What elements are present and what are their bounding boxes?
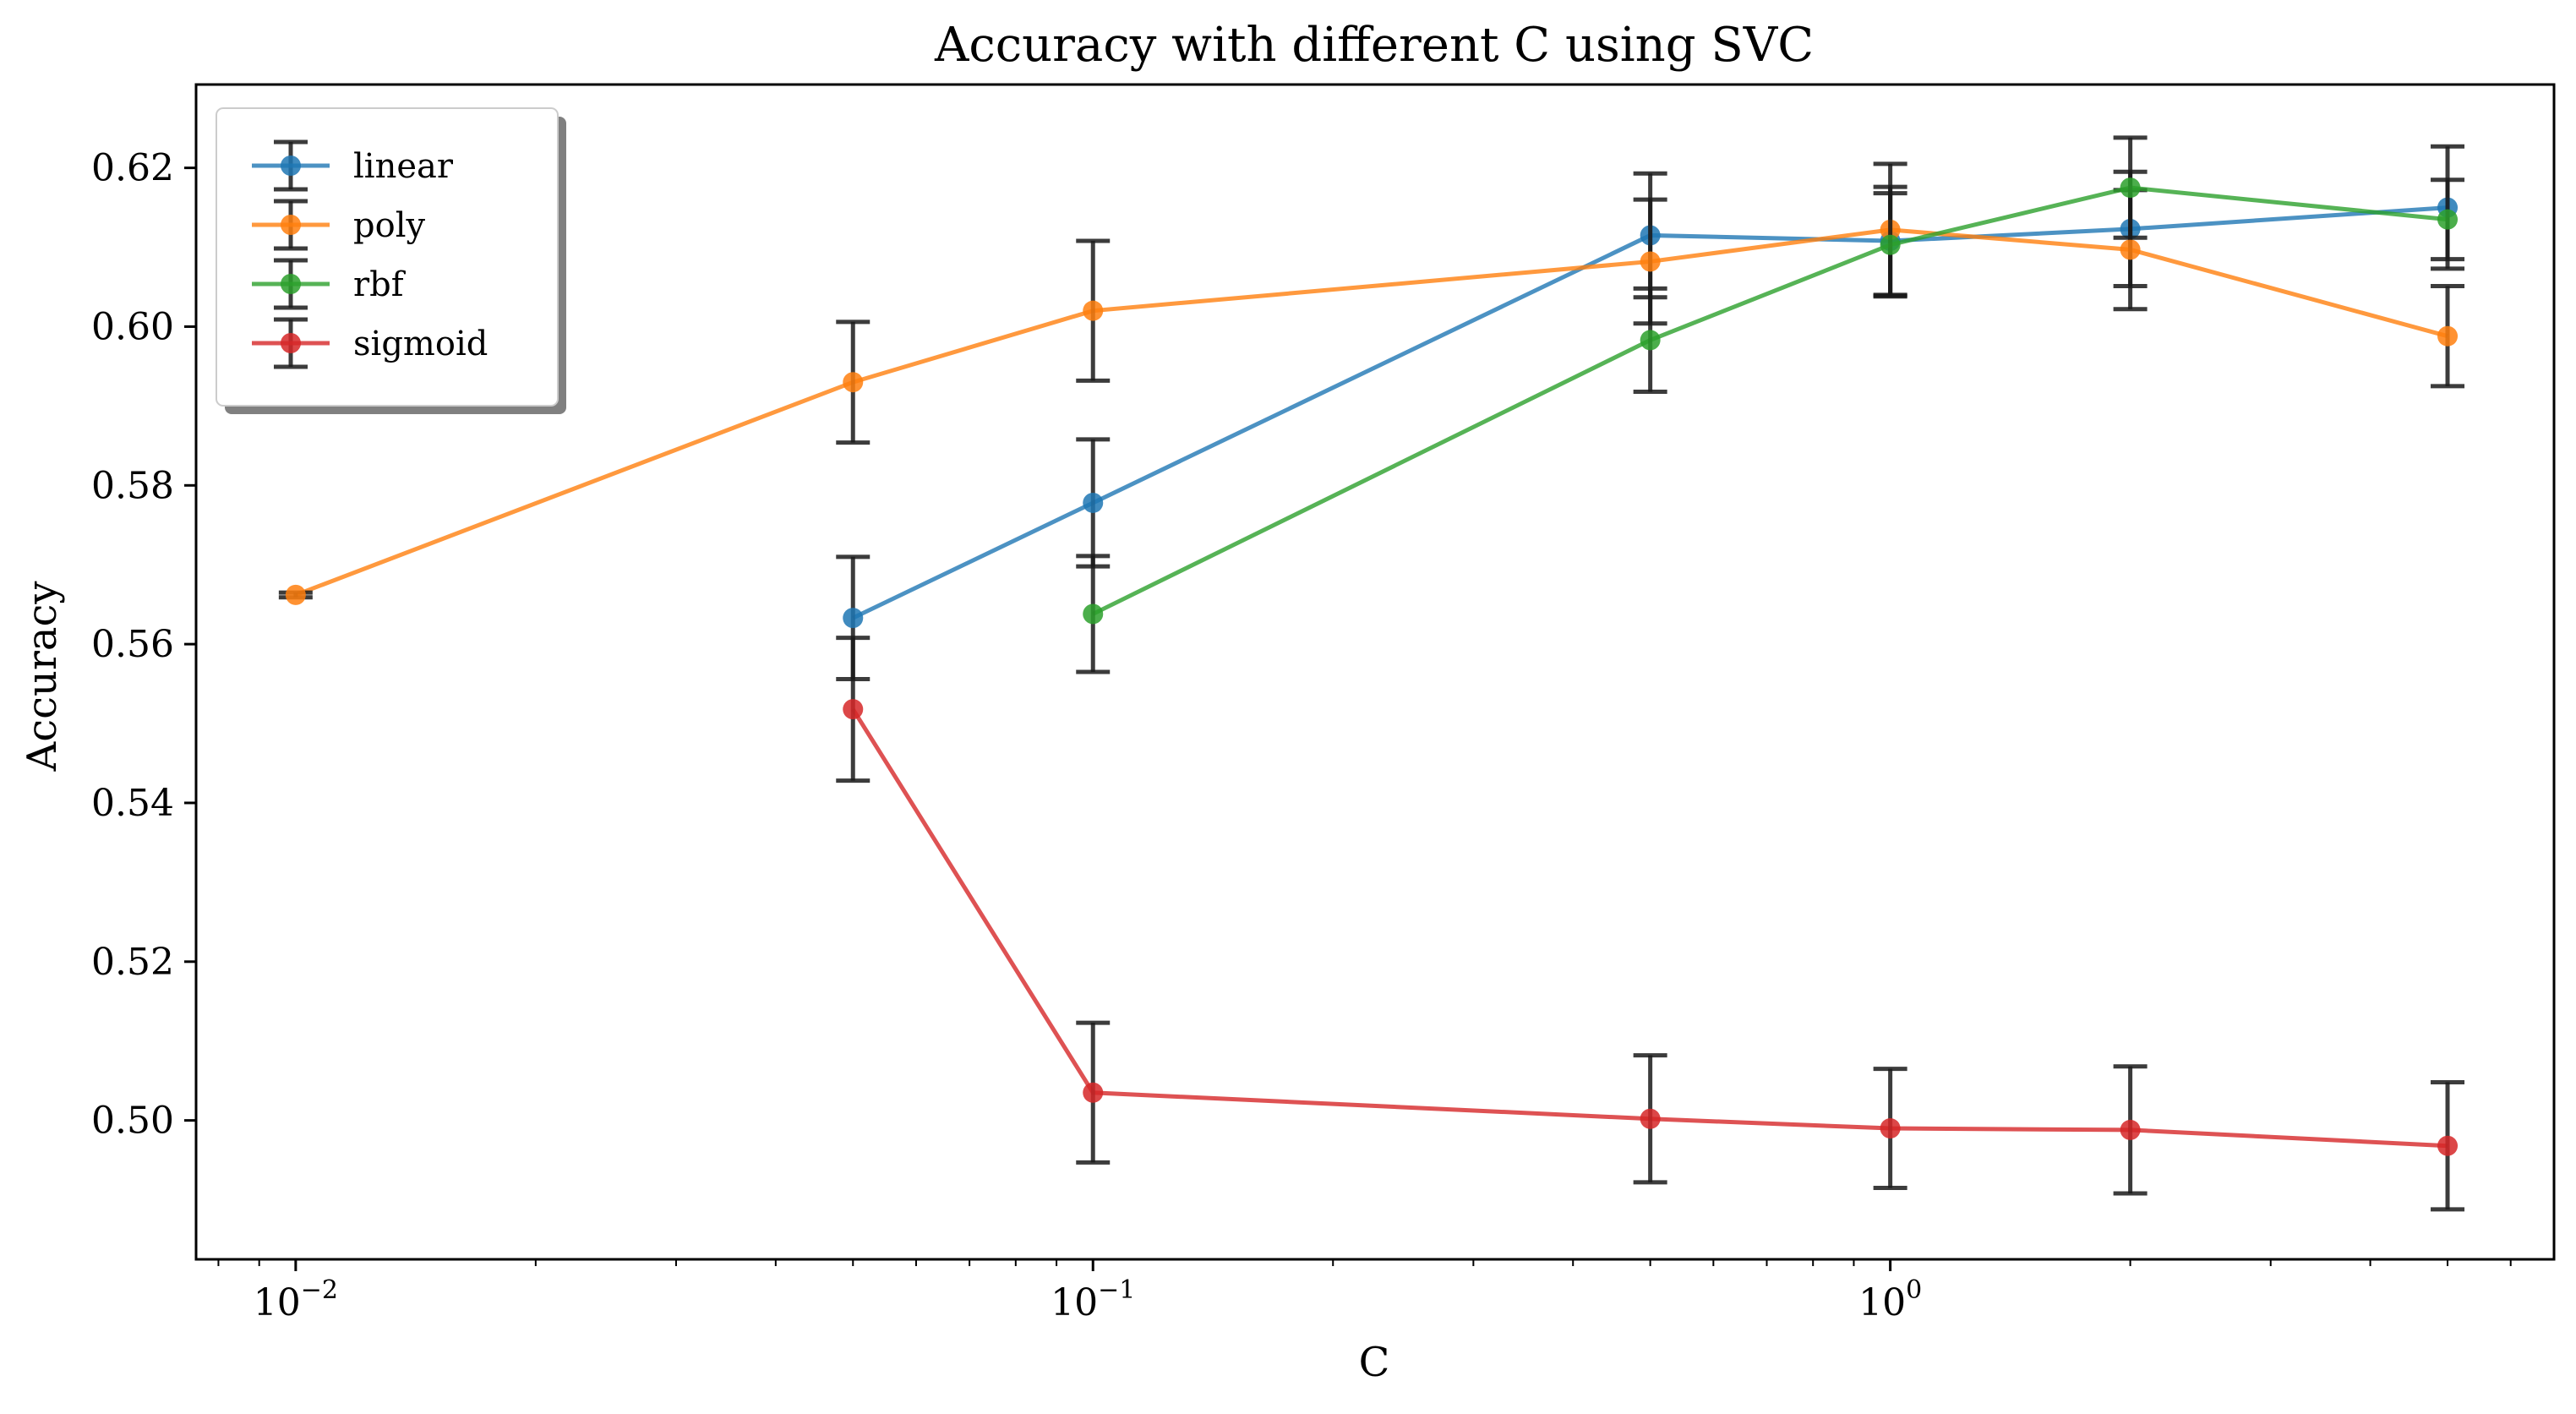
y-tick-label: 0.58 <box>91 464 174 507</box>
data-point <box>1640 251 1661 272</box>
data-point <box>2437 325 2459 347</box>
y-tick-label: 0.60 <box>91 305 174 348</box>
series-sigmoid <box>836 636 2465 1212</box>
data-point <box>1880 234 1901 255</box>
data-point <box>843 699 864 720</box>
data-point <box>1640 330 1661 351</box>
data-point <box>1880 1118 1901 1139</box>
x-tick-base: 10 <box>1051 1281 1098 1324</box>
legend-marker <box>281 333 301 353</box>
legend-label: sigmoid <box>353 325 488 363</box>
legend-item-poly: poly <box>252 199 425 251</box>
legend-item-sigmoid: sigmoid <box>252 317 488 369</box>
data-point <box>1083 603 1104 625</box>
chart-title: Accuracy with different C using SVC <box>934 18 1814 73</box>
x-tick-exponent: −1 <box>1098 1275 1135 1305</box>
legend-marker <box>281 215 301 235</box>
data-point <box>1083 492 1104 513</box>
series-line <box>852 205 2448 620</box>
legend-marker <box>281 274 301 294</box>
x-tick-label: 100 <box>1858 1275 1922 1324</box>
data-point <box>2437 209 2459 230</box>
data-point <box>2120 177 2141 199</box>
legend-item-rbf: rbf <box>252 258 407 310</box>
data-point <box>285 584 306 605</box>
legend-label: rbf <box>353 265 407 304</box>
legend-marker <box>281 156 301 176</box>
legend-label: linear <box>353 147 454 186</box>
data-point <box>2120 239 2141 260</box>
x-tick-exponent: 0 <box>1906 1275 1922 1305</box>
legend-label: poly <box>353 206 425 245</box>
series-line <box>851 707 2448 1149</box>
data-point <box>1083 300 1104 321</box>
y-tick-label: 0.50 <box>91 1100 174 1143</box>
y-axis-label: Accuracy <box>19 581 66 773</box>
y-tick-label: 0.62 <box>91 147 174 190</box>
y-tick-label: 0.54 <box>91 782 174 825</box>
y-tick-label: 0.52 <box>91 941 174 984</box>
data-point <box>1083 1082 1104 1103</box>
legend: linear poly rbf sigmoid <box>216 107 566 414</box>
x-tick-label: 10−2 <box>254 1275 338 1324</box>
x-axis-label: C <box>1359 1339 1390 1386</box>
data-point <box>2437 1135 2459 1156</box>
y-tick-label: 0.56 <box>91 623 174 666</box>
legend-box <box>216 107 559 407</box>
series-rbf <box>1076 135 2465 674</box>
data-point <box>843 372 864 393</box>
x-tick-base: 10 <box>1858 1281 1906 1324</box>
data-point <box>2120 1119 2141 1140</box>
plot-area-frame <box>194 83 2556 1261</box>
data-point <box>843 608 864 629</box>
plot-marks <box>278 135 2465 1212</box>
legend-item-linear: linear <box>252 139 454 192</box>
data-point <box>1640 1108 1661 1129</box>
x-tick-label: 10−1 <box>1051 1275 1135 1324</box>
x-tick-exponent: −2 <box>301 1275 338 1305</box>
x-tick-base: 10 <box>254 1281 301 1324</box>
